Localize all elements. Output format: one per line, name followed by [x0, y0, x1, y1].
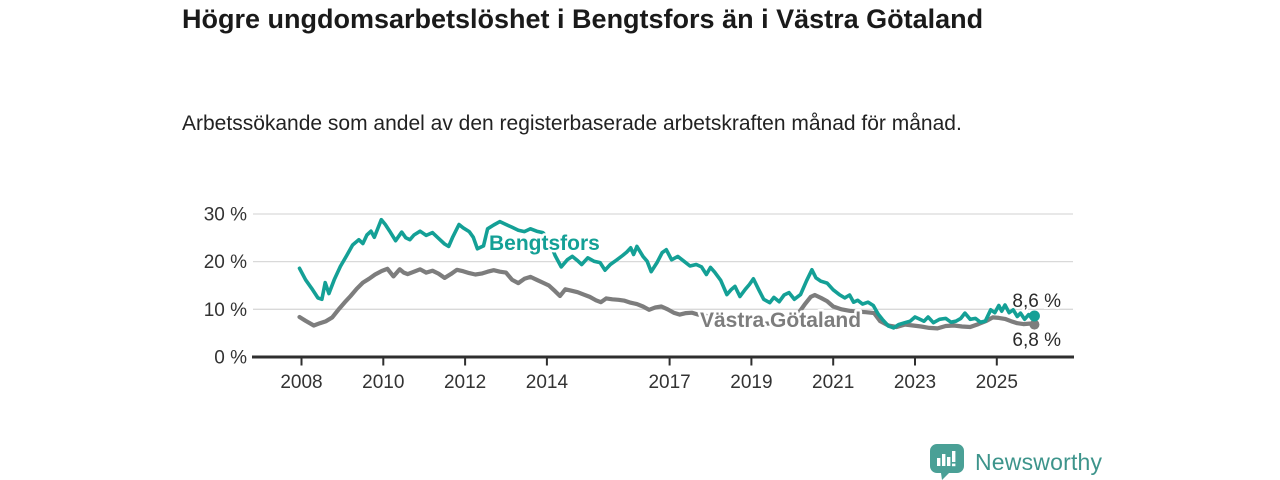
logo-bars-icon	[937, 451, 956, 467]
brand-name: Newsworthy	[975, 448, 1103, 475]
y-tick-label-10: 10 %	[204, 300, 247, 321]
chart-subtitle: Arbetssökande som andel av den registerb…	[182, 112, 962, 135]
x-tick-label-2021: 2021	[812, 372, 854, 393]
x-tick-label-2010: 2010	[362, 372, 404, 393]
newsworthy-brand: Newsworthy	[930, 444, 1102, 480]
y-tick-label-0: 0 %	[214, 348, 247, 369]
x-tick-label-2017: 2017	[648, 372, 690, 393]
x-tick-label-2014: 2014	[526, 372, 569, 393]
x-tick-label-2023: 2023	[894, 372, 936, 393]
y-tick-label-20: 20 %	[204, 252, 247, 273]
newsworthy-logo-icon	[930, 444, 964, 480]
v-stra-g-taland-end-dot	[1029, 319, 1040, 330]
y-tick-label-30: 30 %	[204, 204, 247, 225]
x-tick-label-2019: 2019	[730, 372, 772, 393]
x-tick-label-2012: 2012	[444, 372, 486, 393]
v-stra-g-taland-end-value-label: 6,8 %	[1012, 330, 1061, 351]
bengtsfors-end-dot	[1028, 310, 1040, 322]
v-stra-g-taland-series-label: Västra Götaland	[700, 309, 861, 332]
bengtsfors-end-value-label: 8,6 %	[1012, 291, 1061, 312]
page-title: Högre ungdomsarbetslöshet i Bengtsfors ä…	[182, 4, 984, 34]
bengtsfors-series-label: Bengtsfors	[489, 232, 600, 255]
bengtsfors-line	[297, 217, 1037, 330]
x-tick-label-2008: 2008	[280, 372, 322, 393]
x-tick-label-2025: 2025	[976, 372, 1018, 393]
